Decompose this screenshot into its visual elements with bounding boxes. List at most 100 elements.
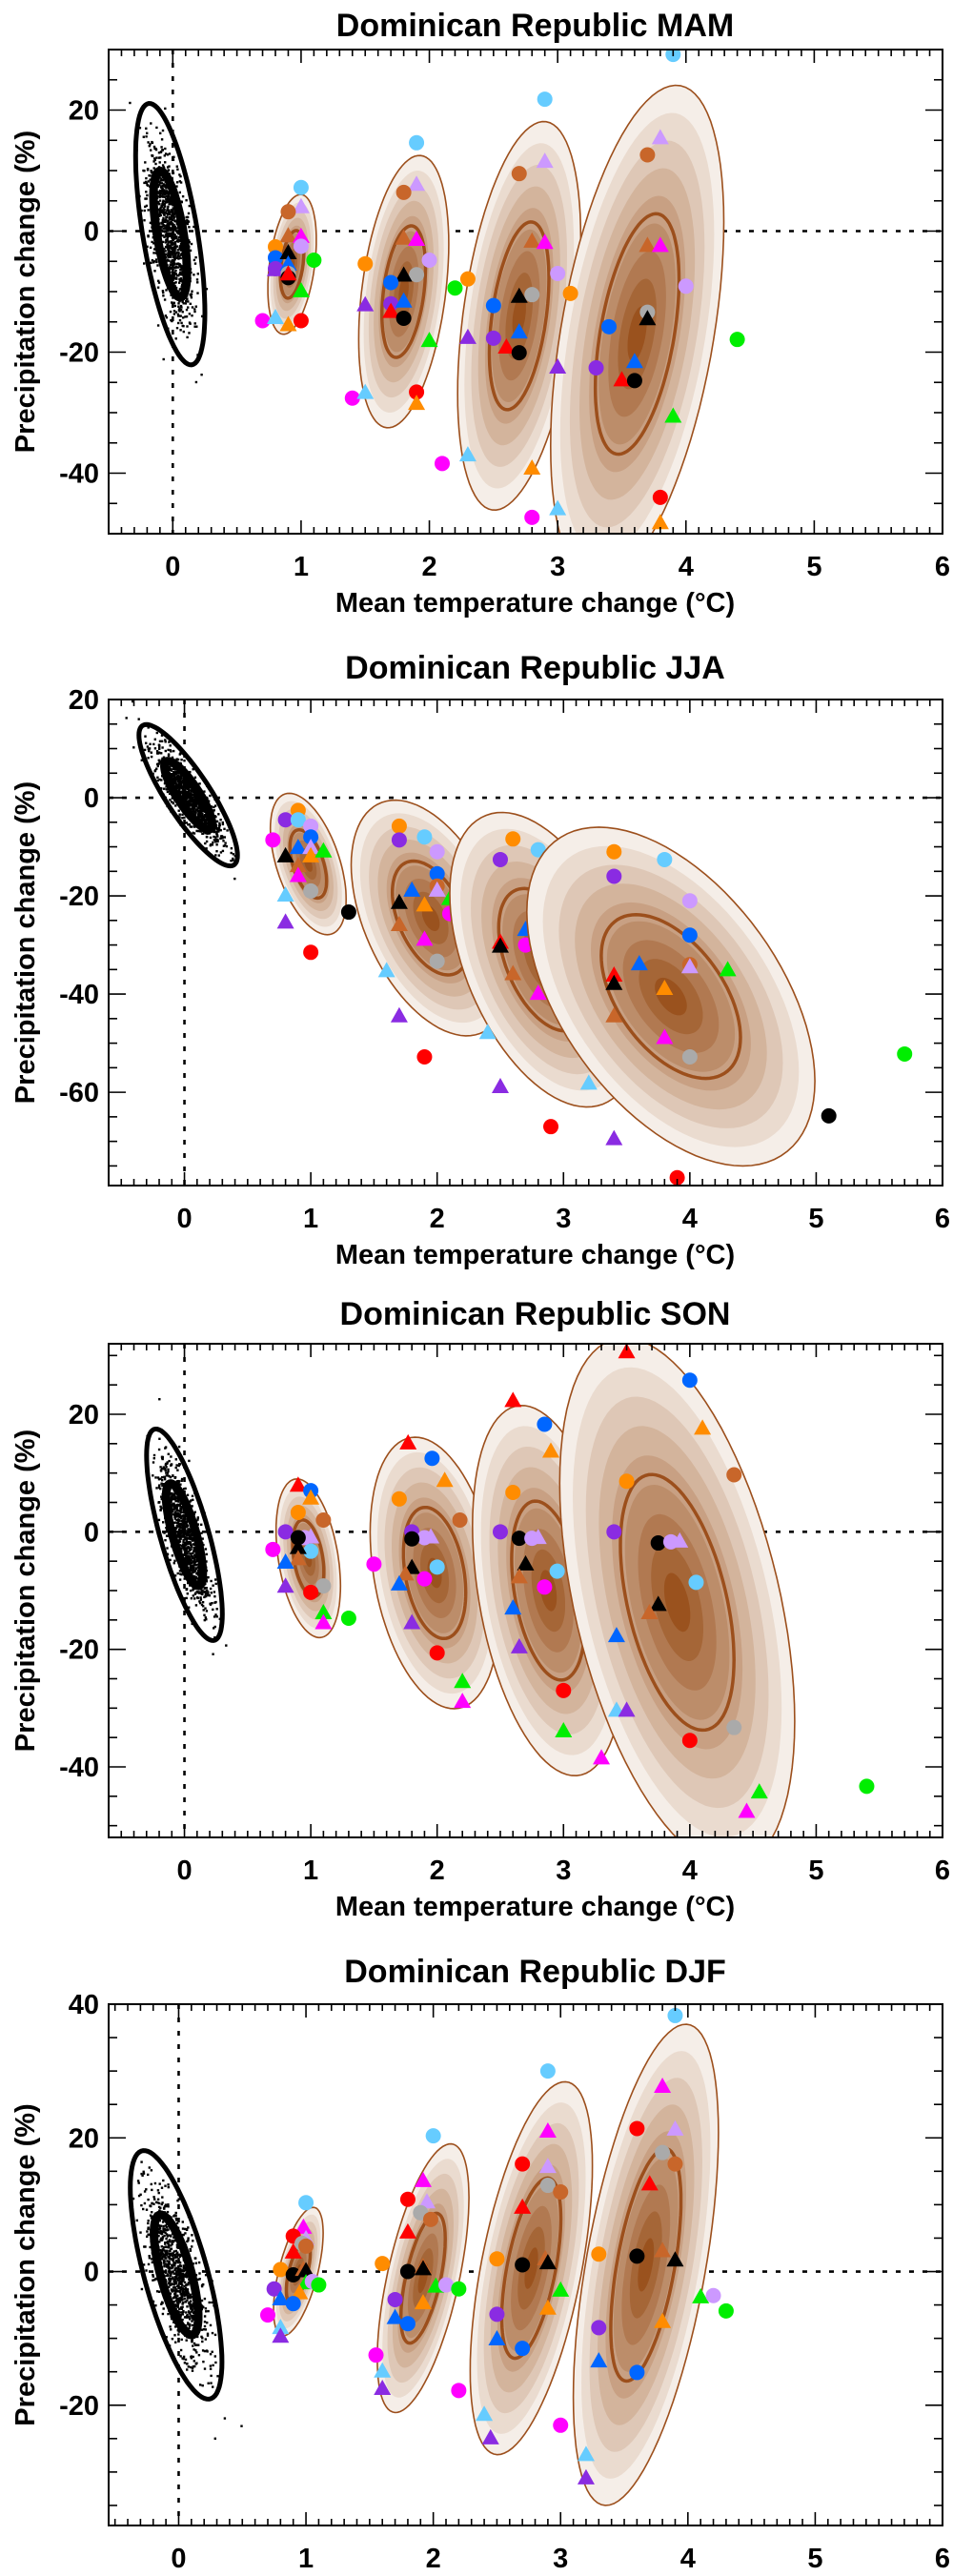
noise-point bbox=[161, 2237, 164, 2240]
noise-point bbox=[179, 1572, 182, 1575]
ellipse-shade-level bbox=[512, 294, 526, 337]
x-axis-label: Mean temperature change (°C) bbox=[335, 1892, 735, 1922]
noise-point bbox=[167, 227, 170, 230]
noise-point bbox=[149, 246, 152, 249]
noise-point bbox=[212, 841, 214, 844]
noise-point bbox=[158, 183, 161, 186]
noise-point bbox=[186, 2368, 189, 2371]
noise-point bbox=[177, 783, 181, 786]
noise-point bbox=[171, 756, 174, 760]
noise-point bbox=[174, 778, 178, 781]
x-tick-label: 3 bbox=[550, 552, 565, 582]
noise-point bbox=[171, 301, 173, 304]
noise-point bbox=[152, 160, 155, 163]
noise-point bbox=[170, 750, 172, 753]
noise-point bbox=[185, 801, 189, 803]
noise-point bbox=[169, 213, 172, 216]
noise-point bbox=[174, 780, 177, 782]
noise-point bbox=[179, 1502, 182, 1505]
noise-point bbox=[173, 2334, 176, 2337]
noise-point bbox=[163, 2249, 166, 2252]
noise-point bbox=[159, 1470, 163, 1472]
noise-point bbox=[166, 1462, 169, 1465]
noise-point bbox=[173, 282, 176, 285]
noise-point bbox=[184, 1535, 187, 1539]
noise-point bbox=[209, 1587, 213, 1591]
noise-point bbox=[168, 165, 171, 168]
noise-point bbox=[161, 179, 165, 182]
model-point-circle bbox=[366, 1556, 382, 1572]
noise-point bbox=[153, 747, 157, 750]
noise-point bbox=[172, 243, 174, 246]
noise-point bbox=[167, 1468, 170, 1471]
noise-point bbox=[195, 1564, 198, 1567]
noise-point bbox=[200, 1523, 203, 1526]
model-point-circle bbox=[285, 2267, 301, 2283]
noise-point bbox=[167, 248, 171, 252]
noise-point bbox=[160, 229, 163, 233]
noise-point bbox=[165, 2336, 168, 2339]
model-points-3 bbox=[458, 91, 566, 525]
model-point-triangle bbox=[719, 961, 737, 977]
noise-point bbox=[161, 757, 164, 761]
model-point-circle bbox=[409, 267, 425, 283]
noise-point bbox=[204, 1591, 207, 1593]
noise-contour bbox=[128, 2148, 225, 2402]
noise-point bbox=[206, 1576, 210, 1579]
noise-point bbox=[184, 2316, 187, 2319]
model-point-circle bbox=[344, 390, 360, 406]
noise-point bbox=[191, 2245, 193, 2248]
noise-point bbox=[215, 834, 219, 837]
noise-point bbox=[158, 176, 161, 179]
noise-point bbox=[174, 2255, 177, 2258]
noise-point bbox=[181, 2227, 185, 2230]
noise-point bbox=[200, 2283, 204, 2287]
noise-point bbox=[168, 740, 171, 743]
noise-point bbox=[157, 743, 161, 746]
noise-point bbox=[172, 2259, 174, 2262]
noise-point bbox=[187, 823, 190, 826]
model-point-circle bbox=[452, 1512, 468, 1528]
noise-point bbox=[200, 808, 203, 812]
noise-point bbox=[158, 1437, 161, 1440]
noise-point bbox=[157, 156, 161, 159]
noise-point bbox=[183, 797, 186, 800]
model-point-triangle bbox=[314, 1613, 333, 1630]
noise-point bbox=[146, 184, 150, 187]
noise-point bbox=[169, 2283, 172, 2286]
noise-point bbox=[214, 2361, 217, 2364]
noise-point bbox=[179, 2267, 182, 2271]
noise-point bbox=[159, 208, 162, 211]
y-tick-label: -20 bbox=[59, 338, 99, 369]
noise-point bbox=[218, 821, 221, 825]
noise-point bbox=[233, 877, 236, 881]
noise-point bbox=[181, 2357, 184, 2360]
noise-point bbox=[181, 785, 184, 788]
noise-point bbox=[193, 1559, 196, 1563]
noise-point bbox=[215, 1608, 218, 1611]
model-point-circle bbox=[606, 868, 622, 884]
noise-point bbox=[191, 2303, 194, 2306]
noise-point bbox=[186, 218, 189, 222]
noise-point bbox=[210, 1592, 213, 1594]
noise-point bbox=[143, 2245, 146, 2248]
noise-point bbox=[144, 197, 147, 200]
noise-point bbox=[188, 800, 191, 802]
noise-point bbox=[201, 2337, 204, 2340]
noise-point bbox=[202, 1605, 205, 1608]
noise-point bbox=[204, 1594, 207, 1597]
model-points-3 bbox=[492, 1391, 611, 1765]
model-point-circle bbox=[726, 1719, 742, 1735]
noise-point bbox=[232, 853, 235, 856]
noise-point bbox=[189, 2322, 192, 2326]
noise-point bbox=[196, 1516, 199, 1519]
noise-point bbox=[182, 302, 185, 305]
noise-point bbox=[180, 778, 183, 781]
noise-point bbox=[184, 2286, 188, 2290]
noise-point bbox=[176, 2265, 180, 2268]
model-point-triangle bbox=[523, 459, 541, 476]
noise-point bbox=[175, 165, 178, 168]
noise-point bbox=[190, 1543, 193, 1547]
noise-point bbox=[215, 843, 218, 846]
model-point-triangle bbox=[458, 328, 476, 344]
